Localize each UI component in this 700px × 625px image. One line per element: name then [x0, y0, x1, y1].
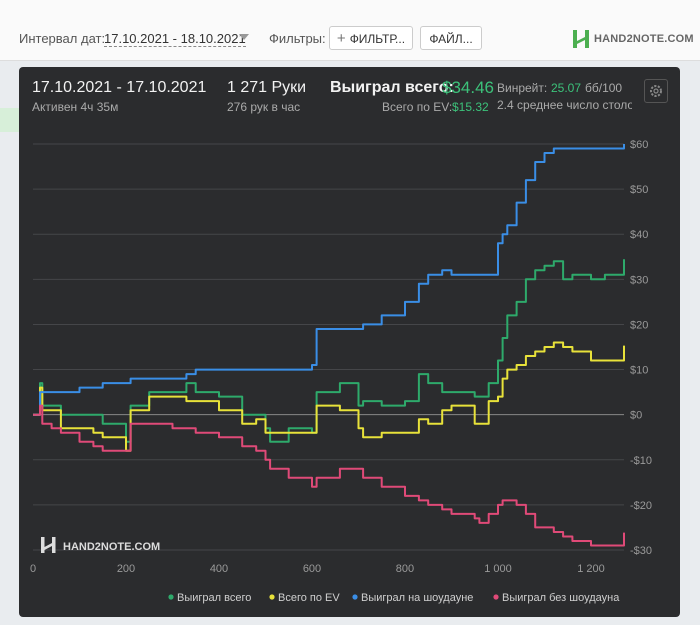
- legend-label: Выиграл на шоудауне: [361, 592, 473, 604]
- settings-button[interactable]: [644, 79, 668, 103]
- gear-icon: [650, 85, 662, 97]
- y-tick-label: $30: [630, 274, 648, 286]
- ev-label: Всего по EV:: [382, 100, 453, 114]
- plus-icon: +: [336, 30, 346, 47]
- y-tick-label: $20: [630, 319, 648, 331]
- y-tick-label: $0: [630, 410, 642, 422]
- chart-watermark: HAND2NOTE.COM: [41, 537, 160, 553]
- legend-marker: [352, 594, 358, 600]
- x-tick-label: 1 000: [484, 563, 512, 575]
- y-tick-label: -$20: [630, 500, 652, 512]
- y-tick-label: -$30: [630, 545, 652, 557]
- file-button[interactable]: ФАЙЛ...: [420, 26, 482, 50]
- series-line: [33, 341, 625, 452]
- x-tick-label: 1 200: [577, 563, 605, 575]
- legend-marker: [168, 594, 174, 600]
- date-range-picker[interactable]: 17.10.2021 - 18.10.2021: [104, 31, 246, 47]
- winrate-value: 25.07: [551, 81, 582, 95]
- x-tick-label: 800: [396, 563, 414, 575]
- x-tick-label: 200: [117, 563, 135, 575]
- y-tick-label: $40: [630, 229, 648, 241]
- watermark-icon: [44, 543, 52, 550]
- profit-chart: $60 $50 $40 $30 $20 $10 $0 -$10 -$20 -$30 0 200 400 6…: [30, 139, 652, 604]
- won-value: $34.46: [442, 78, 494, 97]
- graph-panel: 17.10.2021 - 17.10.2021 Активен 4ч 35м 1…: [19, 67, 680, 617]
- add-filter-button[interactable]: + ФИЛЬТР...: [329, 26, 413, 50]
- y-tick-label: $50: [630, 184, 648, 196]
- brand-logo: HAND2NOTE.COM: [572, 29, 694, 49]
- watermark-icon: [52, 537, 56, 553]
- legend-marker: [269, 594, 275, 600]
- active-time: Активен 4ч 35м: [32, 100, 119, 114]
- avg-tables: 2.4 среднее число столов: [497, 98, 632, 112]
- x-tick-label: 0: [30, 563, 36, 575]
- ev-value: $15.32: [452, 100, 489, 114]
- legend-label: Всего по EV: [278, 592, 340, 604]
- add-filter-label: ФИЛЬТР...: [349, 32, 406, 46]
- x-tick-label: 400: [210, 563, 228, 575]
- series-line: [33, 404, 625, 547]
- period-text: 17.10.2021 - 17.10.2021: [32, 79, 207, 96]
- filters-bar: Интервал дат: 17.10.2021 - 18.10.2021 Фи…: [0, 0, 700, 61]
- x-tick-label: 600: [303, 563, 321, 575]
- legend-label: Выиграл без шоудауна: [502, 592, 620, 604]
- watermark-text: HAND2NOTE.COM: [63, 541, 160, 553]
- legend-marker: [493, 594, 499, 600]
- h2n-logo-icon: [573, 30, 589, 48]
- filters-label: Фильтры:: [269, 31, 326, 46]
- file-button-label: ФАЙЛ...: [429, 32, 473, 46]
- legend-label: Выиграл всего: [177, 592, 251, 604]
- logo-text: HAND2NOTE.COM: [594, 33, 694, 45]
- won-label: Выиграл всего:: [330, 79, 454, 96]
- hands-per-hour: 276 рук в час: [227, 100, 301, 114]
- side-accent: [0, 108, 20, 132]
- winrate-unit: бб/100: [585, 81, 623, 95]
- y-tick-label: -$10: [630, 455, 652, 467]
- y-tick-label: $60: [630, 139, 648, 151]
- y-tick-label: $10: [630, 365, 648, 377]
- series-line: [33, 144, 625, 416]
- watermark-icon: [41, 537, 45, 553]
- winrate-label: Винрейт:: [497, 81, 548, 95]
- chevron-down-icon[interactable]: [239, 34, 249, 40]
- hands-count: 1 271 Руки: [227, 79, 307, 96]
- date-range-label: Интервал дат:: [19, 31, 106, 46]
